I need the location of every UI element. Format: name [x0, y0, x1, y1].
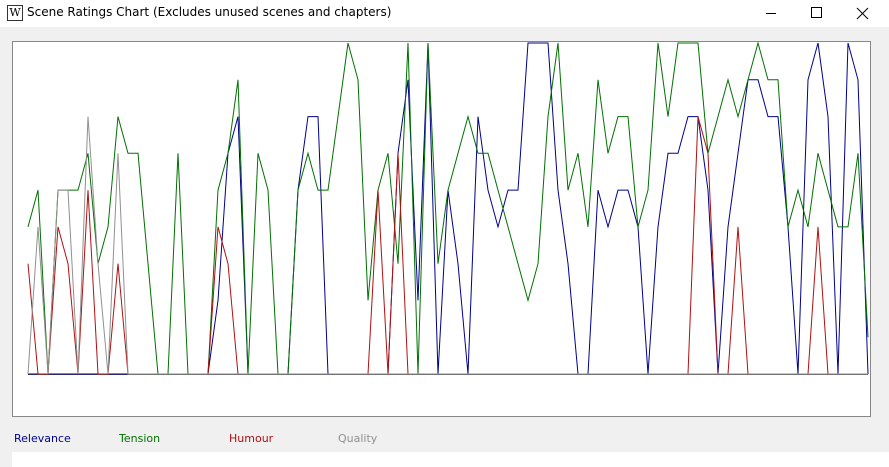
- title-bar: W Scene Ratings Chart (Excludes unused s…: [0, 0, 889, 27]
- plot-panel: [12, 41, 871, 417]
- legend-entry: Tension: [118, 432, 160, 445]
- bottom-strip: [12, 452, 889, 467]
- legend-entry: Quality: [338, 432, 378, 445]
- maximize-button[interactable]: [794, 0, 840, 27]
- legend-entry: Relevance: [14, 432, 71, 445]
- minimize-button[interactable]: [748, 0, 794, 27]
- app-icon: W: [7, 5, 23, 21]
- window-title: Scene Ratings Chart (Excludes unused sce…: [27, 5, 392, 19]
- series-line: [27, 116, 868, 375]
- close-button[interactable]: [840, 0, 886, 27]
- legend-entry: Humour: [229, 432, 274, 445]
